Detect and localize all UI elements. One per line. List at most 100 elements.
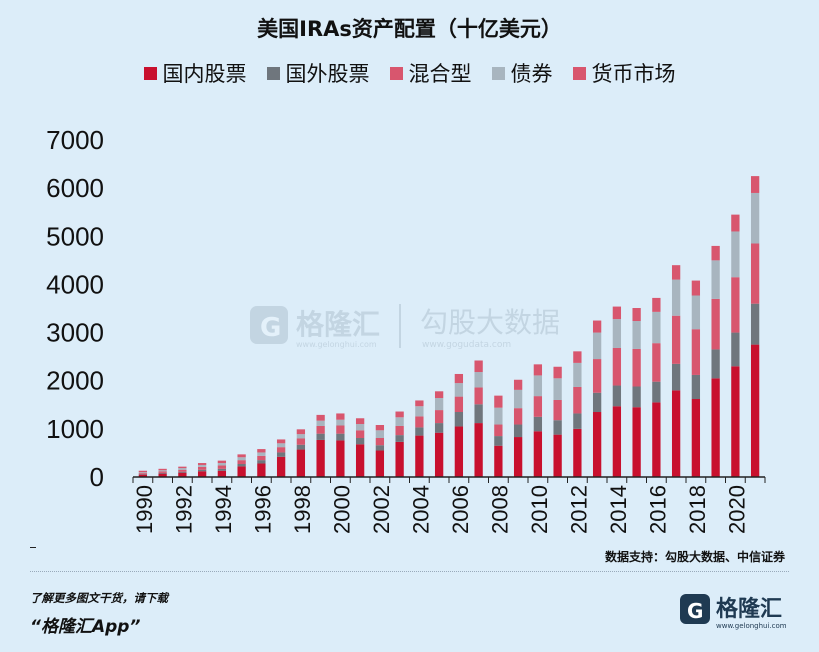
bar-segment [553, 378, 562, 400]
chart-legend: 国内股票 国外股票 混合型 债券 货币市场 [0, 58, 819, 88]
x-tick-label: 2000 [329, 485, 354, 534]
promo-text: 了解更多图文干货，请下载 [30, 591, 168, 605]
legend-label: 货币市场 [591, 62, 676, 86]
chart-title: 美国IRAs资产配置（十亿美元） [257, 17, 562, 41]
bar-segment [592, 332, 602, 360]
y-tick-label: 6000 [46, 173, 104, 203]
x-tick-label: 2018 [685, 485, 710, 534]
bar-segment [355, 438, 365, 445]
bar-segment [533, 375, 543, 397]
y-tick-label: 3000 [46, 318, 104, 348]
bar-segment [375, 445, 385, 451]
bar-segment [731, 277, 740, 333]
bar-segment [533, 396, 543, 417]
bar-segment [375, 425, 385, 431]
bar-segment [395, 417, 404, 426]
bar-segment [197, 464, 207, 467]
bar-segment [731, 332, 740, 367]
bar-segment [434, 391, 444, 399]
g-logo-icon [680, 594, 710, 624]
bar-segment [494, 395, 503, 408]
bar-segment [612, 406, 622, 477]
bar-segment [454, 373, 464, 384]
bar-segment [217, 470, 227, 477]
bar-segment [592, 359, 602, 393]
bar-segment [355, 418, 365, 425]
bar-segment [691, 295, 701, 330]
legend-label: 国外股票 [285, 62, 370, 86]
bar-segment [553, 420, 562, 435]
bar-segment [494, 407, 503, 425]
bar-segment [612, 306, 622, 320]
x-tick-label: 2010 [527, 485, 552, 534]
bar-segment [652, 381, 661, 403]
bar-segment [750, 192, 760, 244]
bar-segment [612, 385, 622, 407]
bar-segment [158, 468, 167, 471]
bar-segment [731, 231, 740, 278]
bar-segment [138, 472, 148, 474]
bar-segment [276, 447, 286, 453]
small-mark [30, 547, 36, 548]
bar-segment [138, 474, 148, 477]
bar-segment [632, 308, 641, 322]
bar-segment [652, 343, 661, 382]
y-tick-label: 5000 [46, 221, 104, 251]
watermark-data-url: www.gogudata.com [422, 340, 511, 350]
bar-segment [553, 399, 562, 421]
bar-segment [296, 449, 306, 477]
bar-segment [573, 362, 582, 387]
bar-segment [237, 466, 246, 477]
bar-segment [711, 298, 720, 350]
watermark-brand: 格隆汇 [296, 308, 380, 341]
x-tick-label: 2012 [566, 485, 591, 534]
bar-segment [237, 464, 246, 467]
bar-segment [474, 360, 483, 373]
y-tick-label: 7000 [46, 125, 104, 155]
logo-brand: 格隆汇 [716, 596, 782, 622]
bar-segment [474, 387, 483, 405]
bar-segment [632, 348, 641, 387]
bar-segment [415, 435, 424, 477]
bar-segment [573, 413, 582, 429]
bar-segment [257, 449, 266, 453]
bar-segment [691, 329, 701, 375]
bar-segment [375, 430, 385, 439]
watermark-logo: G 格隆汇 www.gelonghui.com 勾股大数据 www.goguda… [250, 304, 560, 350]
y-tick-label: 0 [90, 462, 104, 492]
divider [30, 571, 789, 572]
bar-segment [257, 460, 266, 464]
bar-segment [691, 374, 701, 400]
bar-segment [632, 386, 641, 408]
bar-segment [336, 440, 345, 477]
bar-segment [355, 424, 365, 431]
watermark-g-icon [250, 306, 288, 344]
bar-segment [711, 378, 720, 477]
bar-segment [553, 366, 562, 379]
bar-segment [750, 176, 760, 193]
bar-segment [671, 279, 681, 316]
bar-segment [158, 470, 167, 472]
bar-segment [197, 463, 207, 465]
bar-segment [494, 436, 503, 446]
bar-segment [395, 435, 404, 442]
bar-segment [612, 347, 622, 386]
x-tick-label: 2020 [724, 485, 749, 534]
bar-segment [434, 410, 444, 424]
legend-item-money-market: 货币市场 [572, 58, 676, 88]
legend-swatch [572, 66, 586, 80]
bar-segment [592, 412, 602, 477]
bar-segment [513, 379, 523, 390]
bar-segment [415, 406, 424, 417]
bar-segment [178, 471, 187, 473]
x-tick-label: 2002 [369, 485, 394, 534]
x-tick-label: 1994 [211, 485, 236, 534]
bar-segment [217, 463, 227, 466]
bar-segment [316, 425, 325, 434]
bar-segment [494, 424, 503, 437]
bar-segment [691, 280, 701, 296]
y-tick-label: 4000 [46, 269, 104, 299]
bar-segment [454, 412, 464, 427]
bar-segment [197, 466, 207, 470]
bar-segment [573, 428, 582, 477]
